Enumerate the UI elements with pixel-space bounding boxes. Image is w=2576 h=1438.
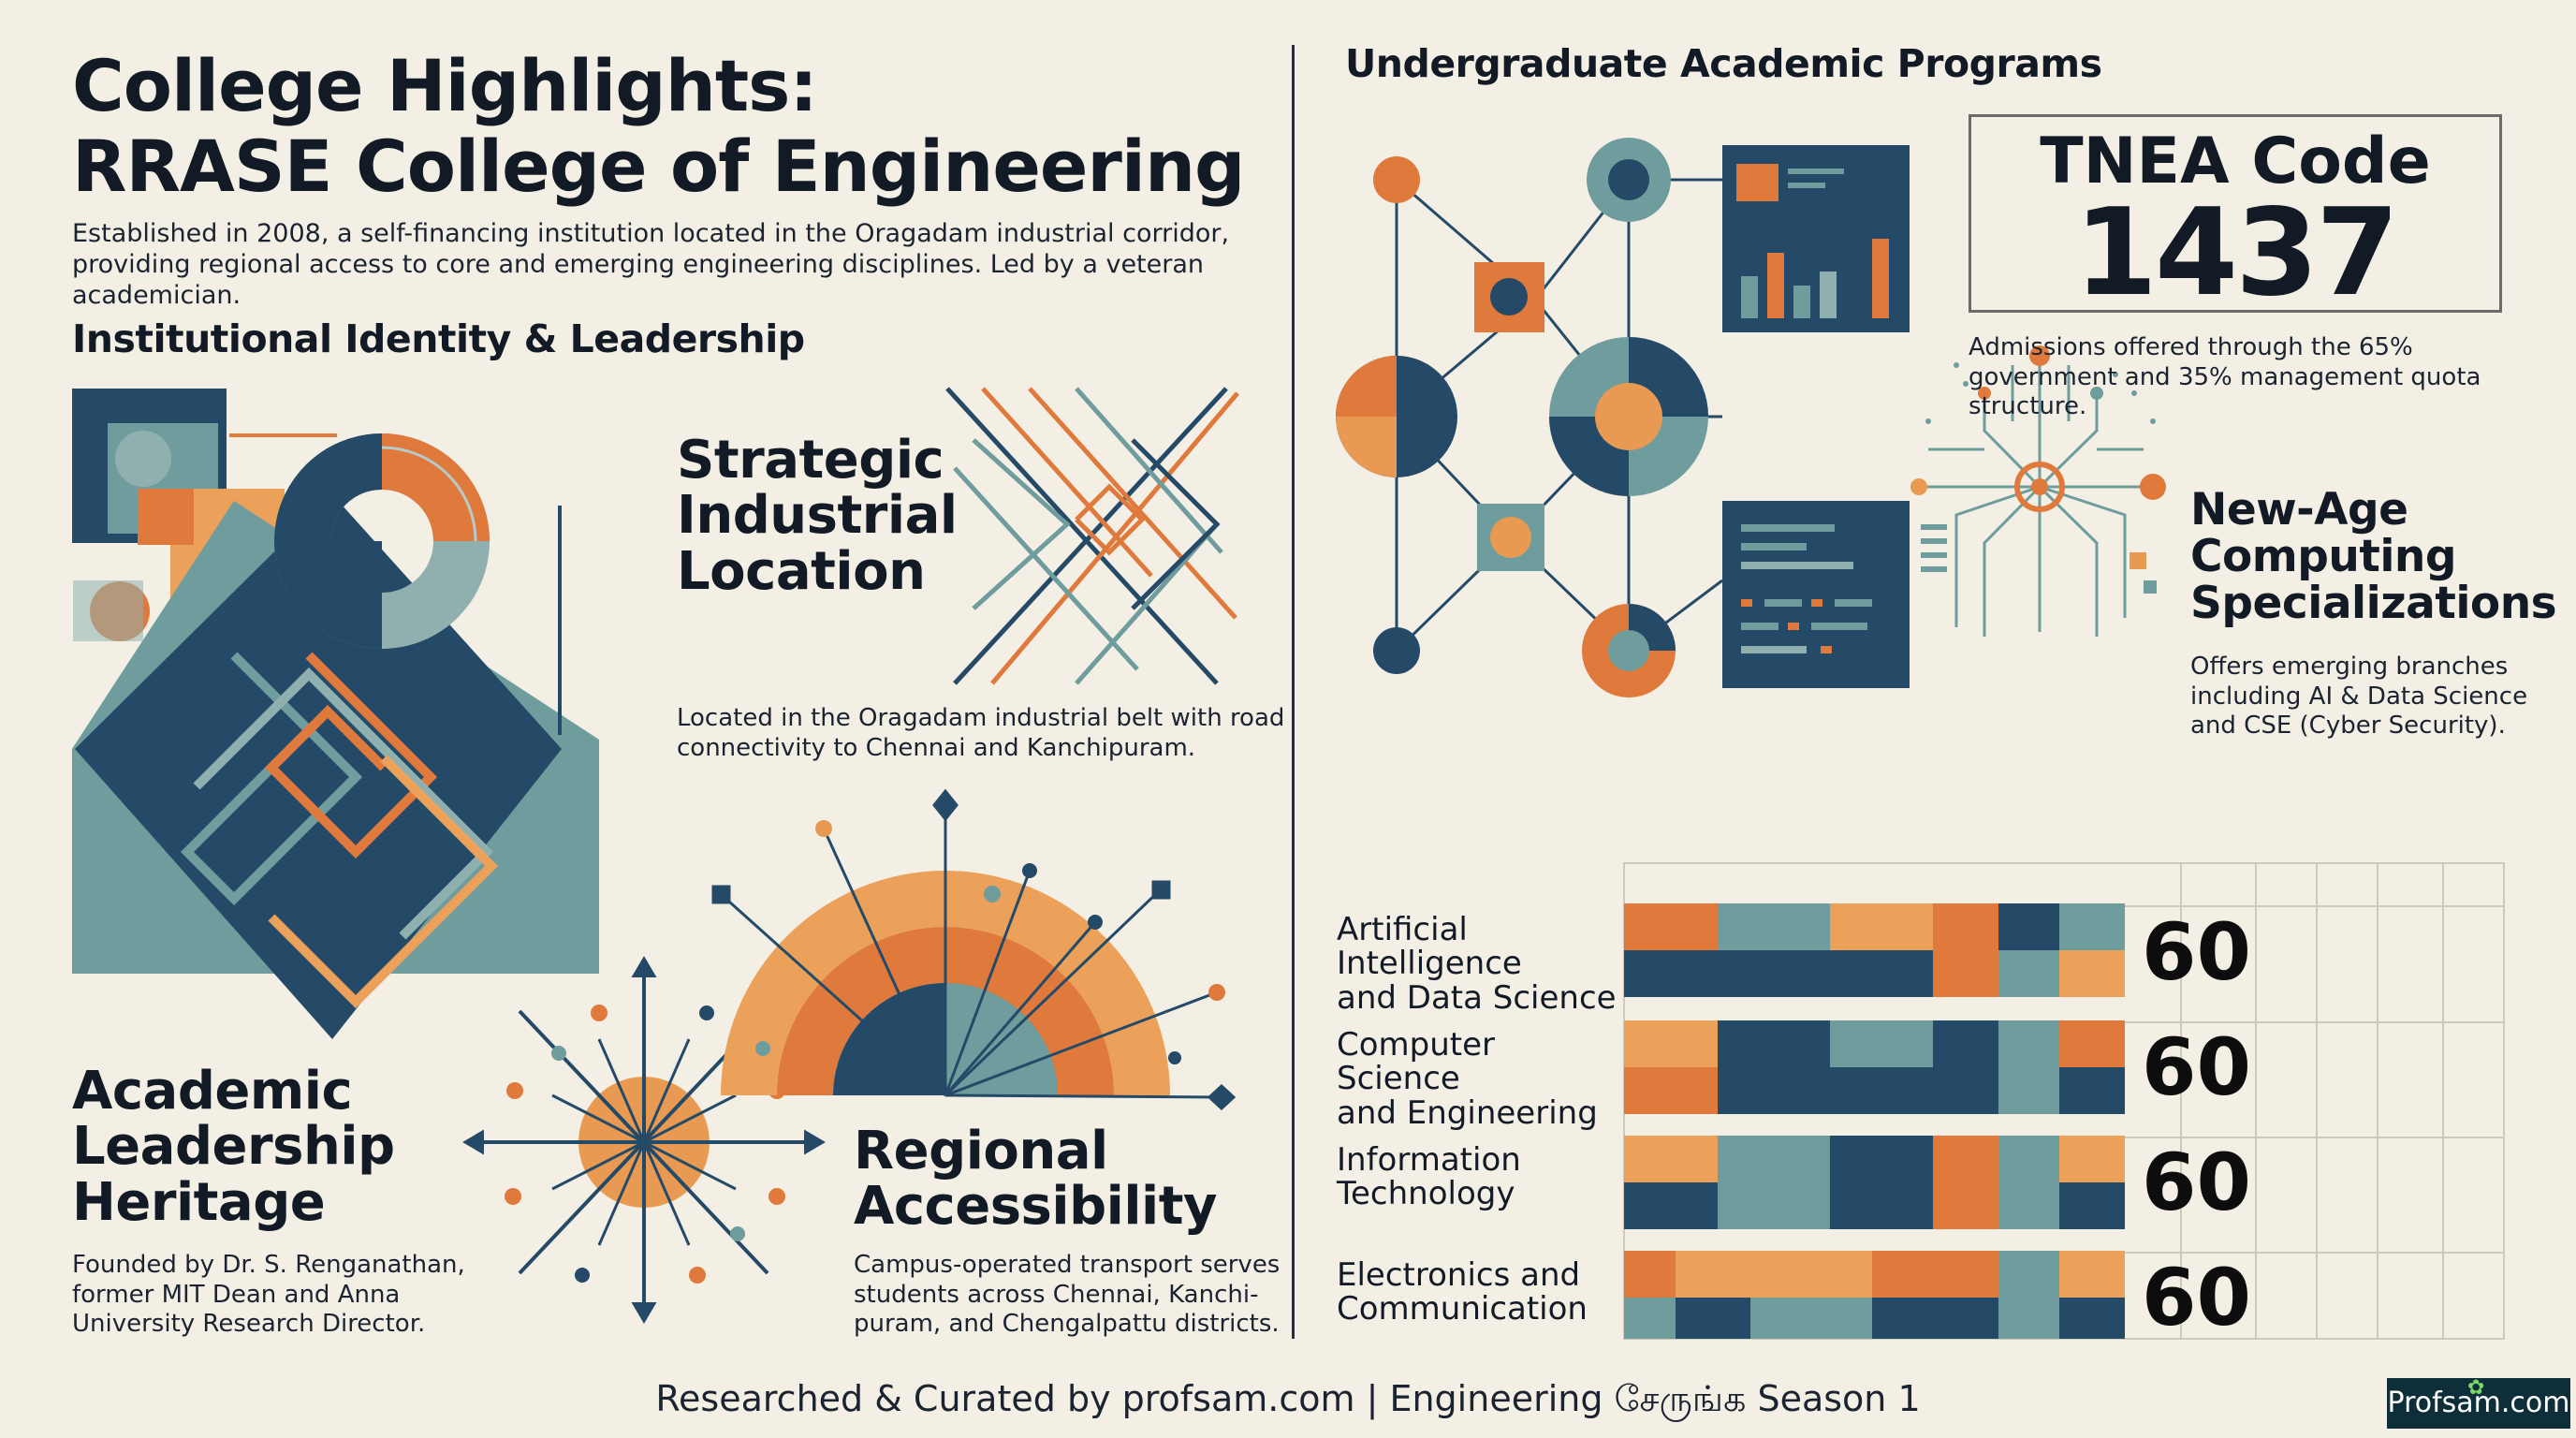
- brand-logo-icon: ✿: [2467, 1376, 2485, 1400]
- program-intake-ece: 60: [2142, 1252, 2251, 1343]
- program-name-cse: Computer Science and Engineering: [1337, 1026, 1598, 1132]
- program-bar-ai: [1624, 903, 2125, 997]
- chip-circuit-illustration: [1919, 351, 2153, 637]
- section-heading-programs: Undergraduate Academic Programs: [1345, 41, 2102, 86]
- program-intake-ai: 60: [2142, 906, 2251, 998]
- tnea-code-label: TNEA Code: [2040, 125, 2431, 198]
- program-intake-cse: 60: [2142, 1021, 2251, 1113]
- programs-network-illustration: [1336, 138, 2166, 697]
- feature-title-specializations: New-Age Computing Specializations: [2190, 484, 2557, 629]
- page-title-line-2: RRASE College of Engineering: [72, 125, 1245, 208]
- tnea-code-value: 1437: [2073, 183, 2399, 323]
- brand-badge[interactable]: Profsam.com: [2387, 1378, 2570, 1429]
- feature-body-accessibility: Campus-operated transport serves student…: [854, 1251, 1281, 1339]
- feature-body-specializations: Offers emerging branches including AI & …: [2190, 653, 2528, 741]
- accessibility-fan-illustration: [711, 788, 1237, 1111]
- program-name-it: Information Technology: [1337, 1141, 1521, 1213]
- intro-text: Established in 2008, a self-financing in…: [72, 219, 1230, 310]
- program-name-ai: Artificial Intelligence and Data Science: [1337, 911, 1617, 1017]
- feature-body-location: Located in the Oragadam industrial belt …: [677, 704, 1285, 762]
- feature-body-leadership: Founded by Dr. S. Renganathan, former MI…: [72, 1251, 465, 1339]
- feature-title-leadership: Academic Leadership Heritage: [72, 1061, 395, 1233]
- section-heading-identity: Institutional Identity & Leadership: [72, 316, 805, 361]
- page-title-line-1: College Highlights:: [72, 44, 818, 127]
- program-intake-grid: [1623, 862, 2505, 1340]
- tnea-quota-note: Admissions offered through the 65% gover…: [1969, 333, 2481, 421]
- tnea-code-box: TNEA Code 1437: [1969, 114, 2502, 323]
- column-divider: [1292, 45, 1295, 1339]
- program-bar-cse: [1624, 1020, 2125, 1114]
- footer-credit: Researched & Curated by profsam.com | En…: [655, 1378, 1921, 1419]
- program-bar-it: [1624, 1136, 2125, 1229]
- program-name-ece: Electronics and Communication: [1337, 1256, 1588, 1328]
- feature-title-accessibility: Regional Accessibility: [854, 1121, 1218, 1238]
- identity-illustrations: [72, 387, 1239, 1324]
- feature-title-location: Strategic Industrial Location: [677, 430, 958, 602]
- program-intake-it: 60: [2142, 1137, 2251, 1228]
- program-bar-ece: [1624, 1251, 2125, 1339]
- building-emblem-illustration: [72, 389, 599, 1039]
- location-lines-illustration: [945, 387, 1239, 685]
